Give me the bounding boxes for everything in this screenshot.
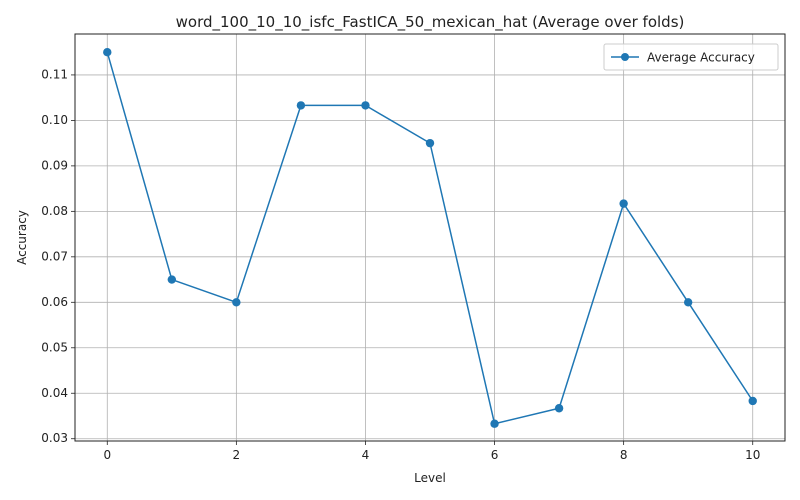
y-tick-label: 0.11	[41, 67, 68, 81]
data-point	[683, 298, 693, 307]
data-point	[296, 101, 306, 110]
data-point	[748, 396, 757, 406]
data-point	[490, 419, 499, 428]
y-tick-label: 0.04	[41, 386, 68, 400]
legend-box	[603, 43, 779, 71]
data-point	[103, 47, 112, 57]
y-tick-label: 0.09	[41, 158, 68, 172]
x-tick-label: 8	[620, 448, 628, 462]
y-tick-label: 0.05	[41, 340, 68, 354]
data-point	[554, 404, 564, 413]
data-point	[361, 101, 370, 110]
legend: Average Accuracy	[603, 43, 779, 71]
y-tick-label: 0.03	[41, 431, 68, 445]
y-tick-label: 0.06	[41, 295, 68, 309]
chart-title: word_100_10_10_isfc_FastICA_50_mexican_h…	[176, 13, 685, 32]
y-tick-label: 0.07	[41, 249, 68, 263]
data-point	[232, 298, 241, 307]
x-tick-label: 10	[745, 448, 760, 462]
data-point	[425, 138, 435, 148]
x-tick-label: 6	[491, 448, 499, 462]
data-point	[167, 275, 177, 284]
legend-marker-swatch	[621, 53, 629, 61]
legend-label: Average Accuracy	[647, 51, 755, 65]
x-axis-label: Level	[414, 471, 446, 485]
y-tick-label: 0.10	[41, 113, 68, 127]
x-tick-label: 0	[103, 448, 111, 462]
plot-frame	[74, 33, 786, 442]
data-point	[619, 199, 628, 208]
axis-ticks: 0 2 4 6 8 10 0.03 0.04 0.05 0.06 0.07 0.08 0.09 0.10 0…	[41, 67, 760, 462]
x-tick-label: 2	[233, 448, 241, 462]
y-tick-label: 0.08	[41, 204, 68, 218]
x-tick-label: 4	[362, 448, 370, 462]
y-axis-label: Accuracy	[15, 210, 29, 265]
series-layer	[103, 47, 757, 428]
